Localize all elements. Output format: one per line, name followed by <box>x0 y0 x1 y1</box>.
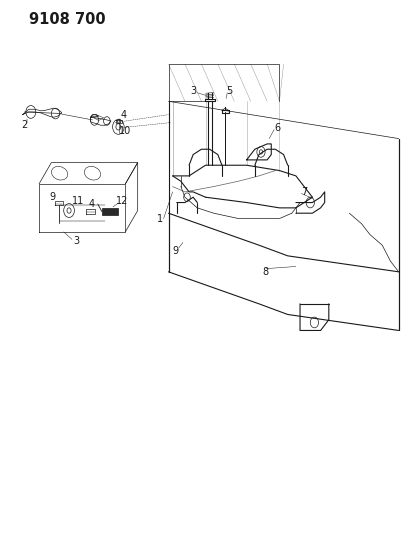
Bar <box>102 208 118 215</box>
Text: 9: 9 <box>173 246 178 255</box>
Text: 6: 6 <box>275 123 280 133</box>
Text: 9108 700: 9108 700 <box>29 12 105 27</box>
Text: 3: 3 <box>190 86 196 95</box>
Text: 11: 11 <box>72 197 84 206</box>
Text: 8: 8 <box>263 267 269 277</box>
Text: 12: 12 <box>116 197 129 206</box>
Text: 1: 1 <box>157 214 163 223</box>
Text: 4: 4 <box>121 110 127 120</box>
Text: 10: 10 <box>119 126 132 135</box>
Text: 3: 3 <box>73 237 79 246</box>
Text: 2: 2 <box>21 120 28 130</box>
Text: 5: 5 <box>226 86 232 95</box>
Text: 9: 9 <box>50 192 55 202</box>
Text: 4: 4 <box>88 199 94 208</box>
Text: 7: 7 <box>301 187 307 197</box>
